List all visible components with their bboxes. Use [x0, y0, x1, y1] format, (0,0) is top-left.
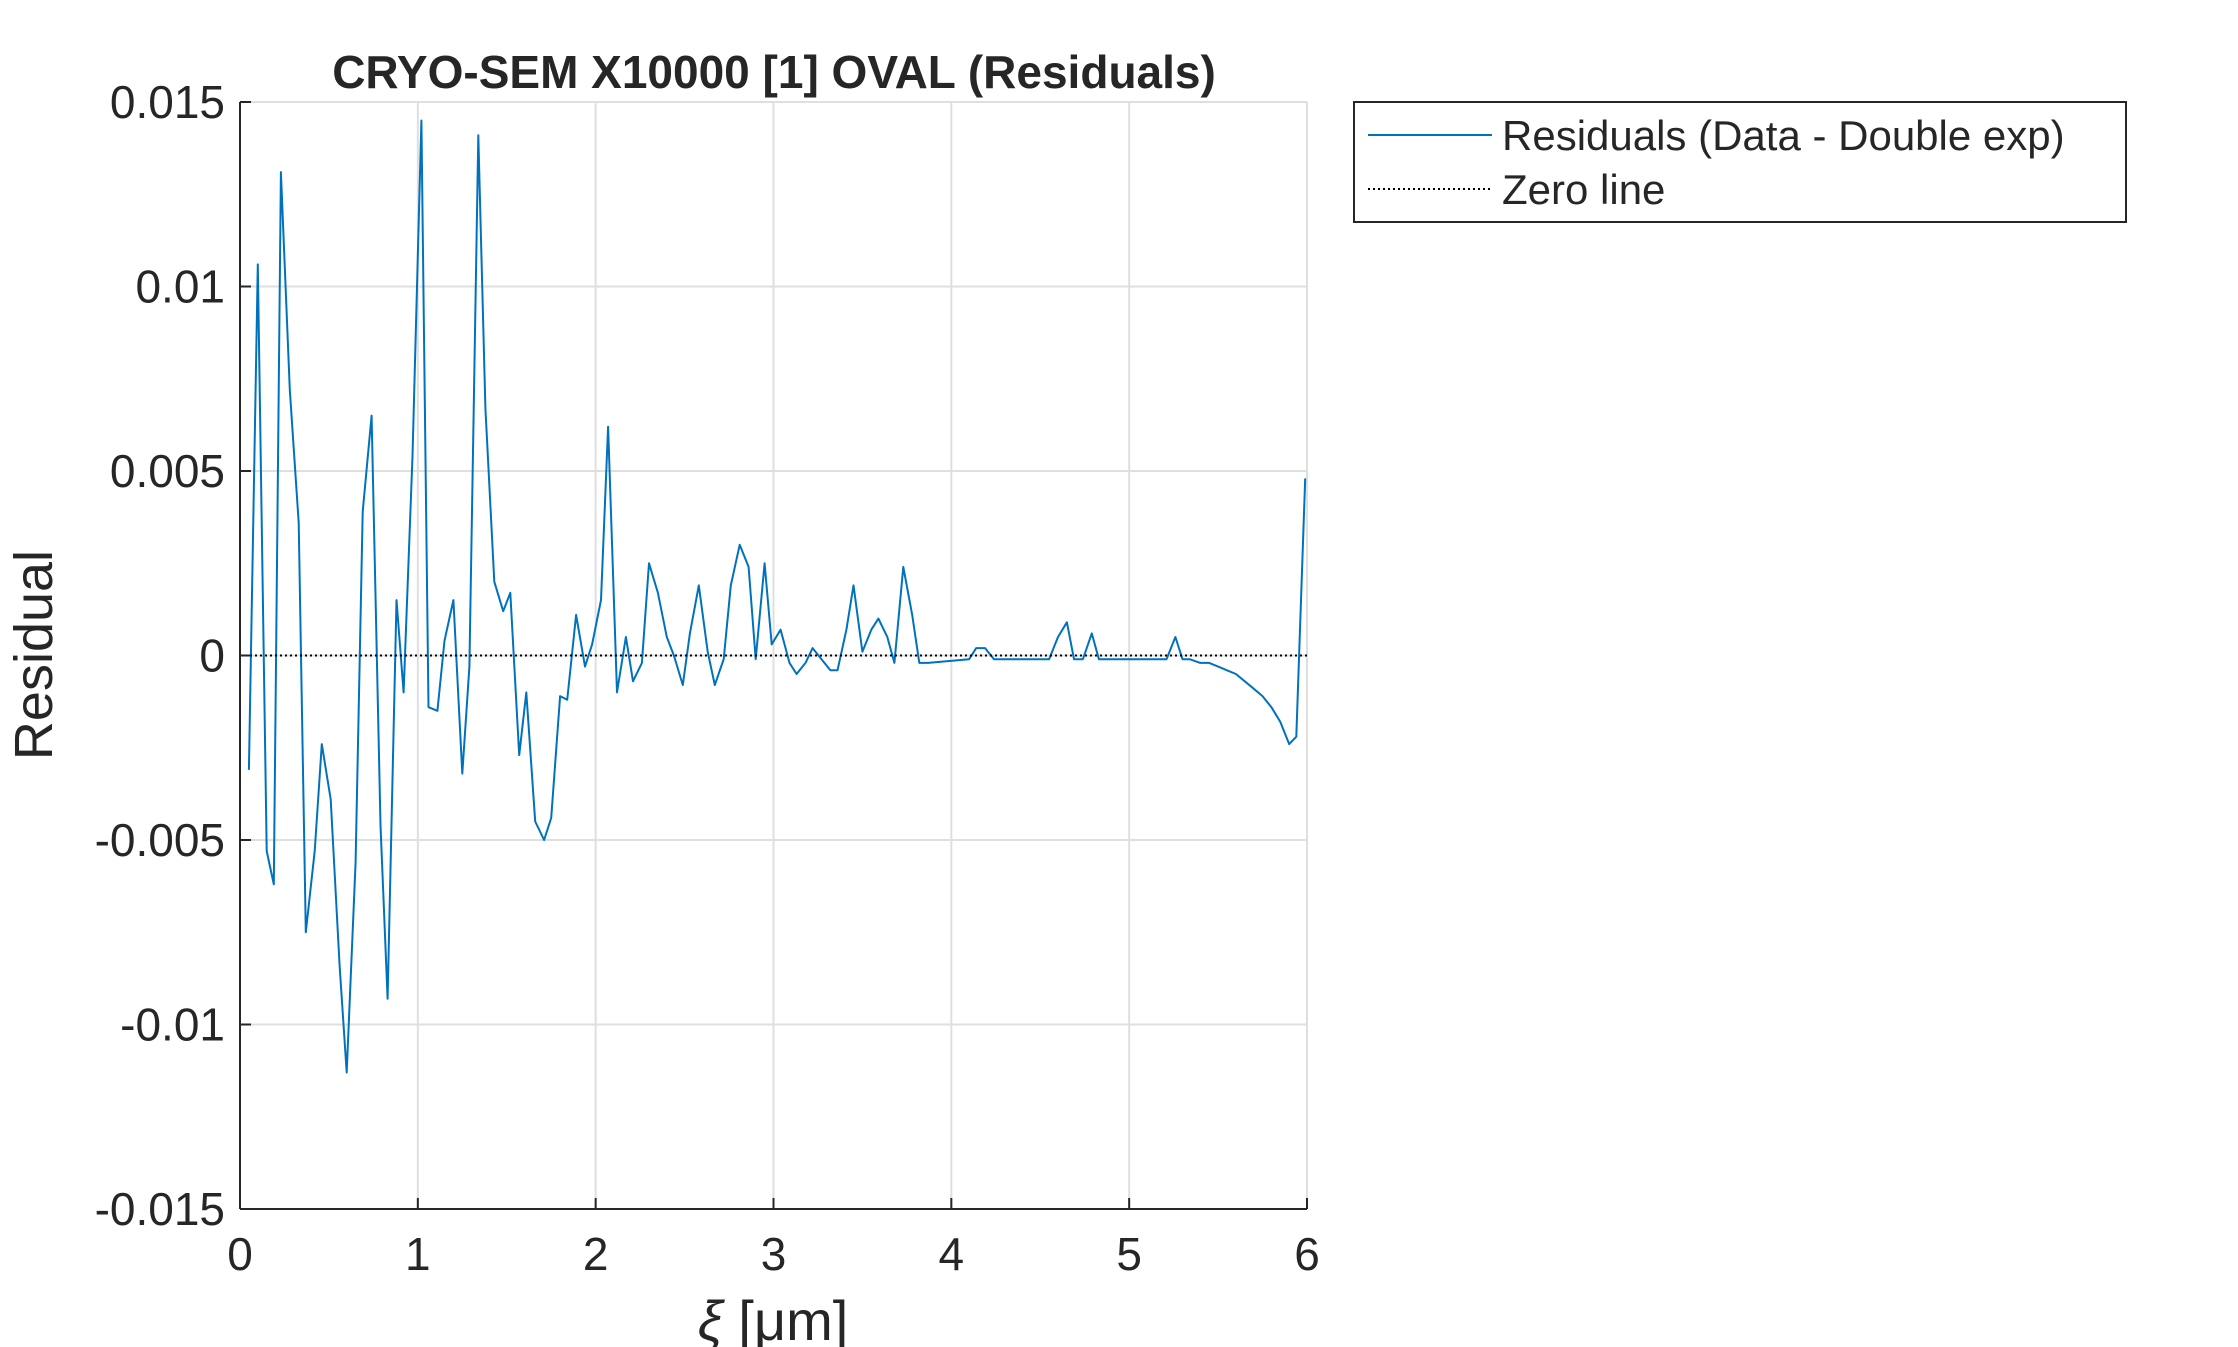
x-tick-label: 4 [939, 1228, 965, 1280]
y-tick-labels: -0.015 -0.01 -0.005 0 0.005 0.01 0.015 [95, 76, 225, 1235]
x-tick-label: 1 [405, 1228, 431, 1280]
series-layer [240, 119, 1307, 1074]
x-tick-label: 3 [761, 1228, 787, 1280]
x-axis-label: ξ [μm] [698, 1289, 849, 1347]
x-tick-label: 0 [227, 1228, 253, 1280]
axes [239, 101, 1308, 1210]
y-tick-label: -0.01 [120, 999, 225, 1051]
x-tick-label: 6 [1294, 1228, 1320, 1280]
x-axis-unit: [μm] [723, 1289, 849, 1347]
legend-box [1353, 101, 2127, 223]
x-axis-symbol: ξ [698, 1289, 726, 1347]
y-tick-label: -0.005 [95, 814, 225, 866]
y-tick-label: 0 [199, 630, 225, 682]
y-tick-label: 0.015 [110, 76, 225, 128]
legend-label-zero-line: Zero line [1502, 166, 1665, 213]
x-tick-label: 2 [583, 1228, 609, 1280]
y-tick-label: -0.015 [95, 1183, 225, 1235]
x-tick-labels: 0 1 2 3 4 5 6 [227, 1228, 1320, 1280]
legend: Residuals (Data - Double exp) Zero line [1353, 101, 2127, 223]
y-tick-label: 0.005 [110, 445, 225, 497]
y-axis-label: Residual [4, 550, 64, 760]
chart-title: CRYO-SEM X10000 [1] OVAL (Residuals) [332, 46, 1216, 98]
y-tick-label: 0.01 [135, 261, 225, 313]
residuals-line [247, 119, 1307, 1074]
x-tick-label: 5 [1116, 1228, 1142, 1280]
legend-label-residuals: Residuals (Data - Double exp) [1502, 112, 2065, 159]
